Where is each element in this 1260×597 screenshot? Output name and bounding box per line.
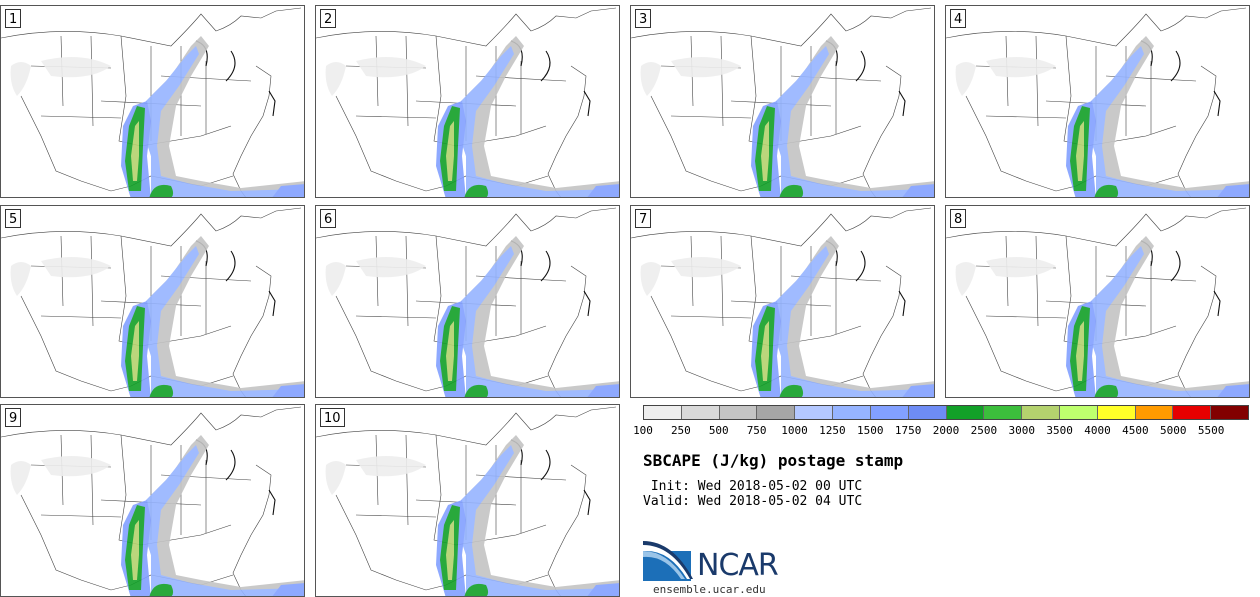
colorbar-swatch — [681, 406, 720, 419]
colorbar-swatch — [870, 406, 909, 419]
member-number-label: 2 — [320, 9, 337, 28]
member-number-label: 4 — [950, 9, 967, 28]
member-number-label: 3 — [635, 9, 652, 28]
member-map-panel: 2 — [315, 5, 620, 198]
colorbar-tick: 100 — [633, 424, 653, 437]
ensemble-url: ensemble.ucar.edu — [653, 583, 766, 596]
colorbar-swatch — [984, 406, 1023, 419]
colorbar-tick: 250 — [670, 424, 691, 437]
colorbar-swatch — [1022, 406, 1060, 419]
member-number-label: 7 — [635, 209, 652, 228]
colorbar-tick: 5000 — [1160, 424, 1187, 437]
member-map-panel: 5 — [0, 205, 305, 398]
colorbar-swatch — [757, 406, 796, 419]
member-map-panel: 10 — [315, 404, 620, 597]
colorbar-tick: 4500 — [1122, 424, 1149, 437]
colorbar-swatch — [908, 406, 947, 419]
colorbar-tick: 750 — [746, 424, 767, 437]
colorbar-tick: 1750 — [894, 424, 922, 437]
member-map-panel: 1 — [0, 5, 305, 198]
colorbar-tick-labels: 100 250 500 750 1000 1250 1500 1750 2000 2500 3000… — [633, 424, 1249, 438]
member-number-label: 1 — [5, 9, 22, 28]
init-time: Init: Wed 2018-05-02 00 UTC — [643, 479, 863, 494]
ncar-logo-text: NCAR — [697, 548, 779, 583]
member-map-panel: 9 — [0, 404, 305, 597]
member-map-panel: 3 — [630, 5, 935, 198]
member-map-panel: 6 — [315, 205, 620, 398]
ncar-logo-icon — [643, 541, 693, 581]
colorbar-tick: 2500 — [970, 424, 998, 437]
sbcape-colorbar — [643, 405, 1249, 420]
member-number-label: 6 — [320, 209, 337, 228]
colorbar-swatch — [1173, 406, 1212, 419]
colorbar-swatch — [1059, 406, 1098, 419]
colorbar-swatch — [1211, 406, 1248, 419]
colorbar-tick: 500 — [708, 424, 729, 437]
colorbar-swatch — [719, 406, 758, 419]
member-number-label: 10 — [320, 408, 345, 427]
colorbar-swatch — [795, 406, 834, 419]
colorbar-swatch — [644, 406, 682, 419]
colorbar-swatch — [833, 406, 871, 419]
colorbar-swatch — [946, 406, 985, 419]
colorbar-tick: 3000 — [1008, 424, 1036, 437]
colorbar-swatch — [1135, 406, 1174, 419]
member-number-label: 9 — [5, 408, 22, 427]
colorbar-tick: 3500 — [1046, 424, 1073, 437]
colorbar-tick: 5500 — [1197, 424, 1225, 437]
colorbar-tick: 4000 — [1084, 424, 1111, 437]
colorbar-tick: 1250 — [819, 424, 846, 437]
valid-time: Valid: Wed 2018-05-02 04 UTC — [643, 494, 863, 509]
member-map-panel: 4 — [945, 5, 1250, 198]
member-map-panel: 7 — [630, 205, 935, 398]
member-number-label: 5 — [5, 209, 22, 228]
colorbar-tick: 1500 — [857, 424, 884, 437]
colorbar-swatch — [1097, 406, 1136, 419]
product-title: SBCAPE (J/kg) postage stamp — [643, 451, 904, 470]
member-number-label: 8 — [950, 209, 967, 228]
colorbar-tick: 2000 — [932, 424, 960, 437]
member-map-panel: 8 — [945, 205, 1250, 398]
colorbar-tick: 1000 — [781, 424, 808, 437]
